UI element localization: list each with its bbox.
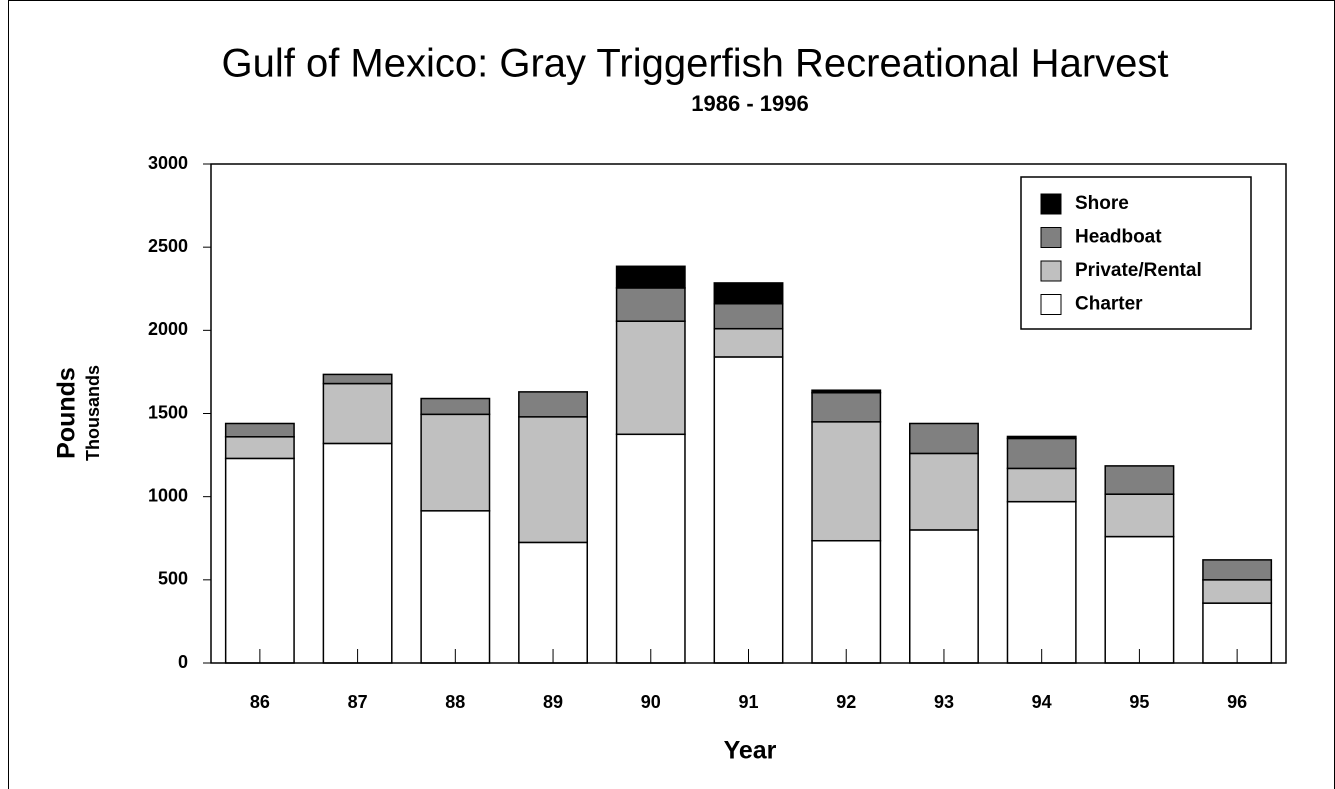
bar-segment <box>420 397 491 416</box>
x-tick-label: 93 <box>934 692 954 712</box>
legend-label: Private/Rental <box>1075 260 1202 281</box>
x-tick-label: 89 <box>543 692 563 712</box>
x-tick-label: 86 <box>250 692 270 712</box>
bar-segment <box>1104 535 1175 664</box>
bar-segment <box>713 282 784 305</box>
bar-segment <box>1202 559 1273 581</box>
bar-segment <box>1104 493 1175 538</box>
bar-segment <box>322 442 393 664</box>
legend-swatch <box>1040 260 1062 282</box>
y-tick-label: 2500 <box>148 236 188 256</box>
legend-label: Shore <box>1075 193 1129 214</box>
y-tick-label: 3000 <box>148 153 188 173</box>
x-tick-label: 88 <box>445 692 465 712</box>
x-tick-label: 94 <box>1032 692 1052 712</box>
bar-segment <box>224 422 295 438</box>
plot-area <box>210 163 1287 664</box>
bar-segment <box>322 373 393 385</box>
bar-segment <box>811 421 882 542</box>
bar-segment <box>909 529 979 664</box>
bar-segment <box>518 416 588 544</box>
bar-segment <box>615 287 686 322</box>
y-tick-label: 500 <box>158 569 188 589</box>
bar-segment <box>615 433 686 664</box>
x-tick-label: 95 <box>1129 692 1149 712</box>
y-tick-label: 0 <box>178 652 188 672</box>
legend-label: Charter <box>1075 294 1143 315</box>
bar-segment <box>811 391 882 423</box>
bar-segment <box>1006 500 1077 664</box>
legend-swatch <box>1040 294 1062 315</box>
bar-segment <box>518 541 588 664</box>
bar-segment <box>811 539 882 664</box>
y-axis-sublabel: Thousands <box>83 365 103 461</box>
chart-subtitle: 1986 - 1996 <box>691 91 808 116</box>
bar-segment <box>420 413 491 512</box>
bar-segment <box>518 391 588 418</box>
y-axis-label: Pounds <box>53 367 81 459</box>
bar-segment <box>909 452 979 531</box>
bar-segment <box>224 436 295 460</box>
bar-segment <box>909 422 979 455</box>
bar-segment <box>420 510 491 664</box>
legend-label: Headboat <box>1075 227 1162 248</box>
bar-segment <box>1104 465 1175 495</box>
y-tick-label: 2000 <box>148 319 188 339</box>
chart-title: Gulf of Mexico: Gray Triggerfish Recreat… <box>221 42 1168 86</box>
bar-segment <box>1202 579 1273 604</box>
bar-segment <box>713 356 784 664</box>
x-tick-label: 92 <box>836 692 856 712</box>
bar-segment <box>811 389 882 394</box>
bar-segment <box>1006 467 1077 503</box>
bar-segment <box>1006 437 1077 470</box>
x-tick-label: 90 <box>641 692 661 712</box>
bar-segment <box>615 265 686 289</box>
legend-swatch <box>1040 193 1062 215</box>
x-axis-label: Year <box>724 737 777 765</box>
y-tick-label: 1500 <box>148 402 188 422</box>
legend-swatch <box>1040 227 1062 248</box>
x-tick-label: 91 <box>738 692 758 712</box>
bar-segment <box>322 382 393 445</box>
bar-segment <box>713 302 784 330</box>
bar-segment <box>615 320 686 436</box>
x-tick-label: 96 <box>1227 692 1247 712</box>
y-tick-label: 1000 <box>148 485 188 505</box>
bar-segment <box>713 327 784 358</box>
bar-segment <box>224 457 295 664</box>
bar-segment <box>1006 435 1077 440</box>
x-tick-label: 87 <box>348 692 368 712</box>
